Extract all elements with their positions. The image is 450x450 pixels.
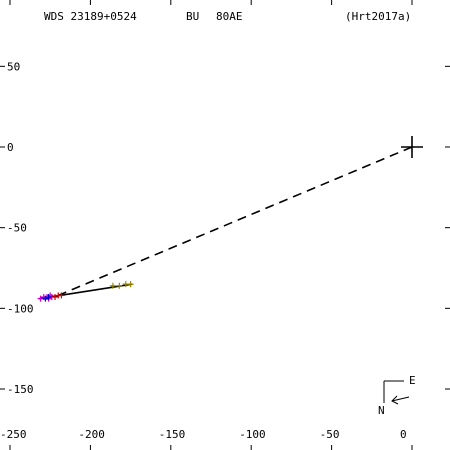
- x-tick-label: -250: [0, 428, 27, 441]
- axis-tick-labels: -250 -200 -150 -100 -50 0 50 0 -50 -100 -150: [0, 60, 407, 441]
- x-tick-label: -150: [159, 428, 186, 441]
- header-reference: (Hrt2017a): [345, 10, 411, 23]
- x-tick-label: -50: [320, 428, 340, 441]
- y-tick-label: 0: [7, 141, 14, 154]
- data-point: [52, 294, 59, 301]
- compass: E N: [378, 374, 416, 417]
- compass-east-label: E: [409, 374, 416, 387]
- data-point: [116, 282, 123, 289]
- y-tick-label: -100: [7, 302, 34, 315]
- data-point: [42, 295, 49, 302]
- motion-arrow-head: [391, 395, 399, 405]
- y-tick-label: -50: [7, 222, 27, 235]
- x-tick-label: -100: [239, 428, 266, 441]
- y-tick-label: 50: [7, 60, 20, 73]
- data-point: [45, 294, 52, 301]
- motion-arrow-shaft: [391, 396, 410, 402]
- observation-points: [37, 281, 134, 302]
- header-discoverer: BU: [186, 10, 199, 23]
- data-point: [109, 282, 116, 289]
- primary-star-marker: [401, 136, 423, 158]
- y-tick-label: -150: [7, 383, 34, 396]
- x-tick-label: -200: [78, 428, 105, 441]
- header-pair: 80AE: [216, 10, 243, 23]
- data-point: [58, 292, 65, 299]
- header-wds: WDS 23189+0524: [44, 10, 137, 23]
- compass-north-label: N: [378, 404, 385, 417]
- x-tick-label: 0: [400, 428, 407, 441]
- data-point: [127, 281, 134, 288]
- primary-to-companion-dashed-line: [57, 146, 413, 297]
